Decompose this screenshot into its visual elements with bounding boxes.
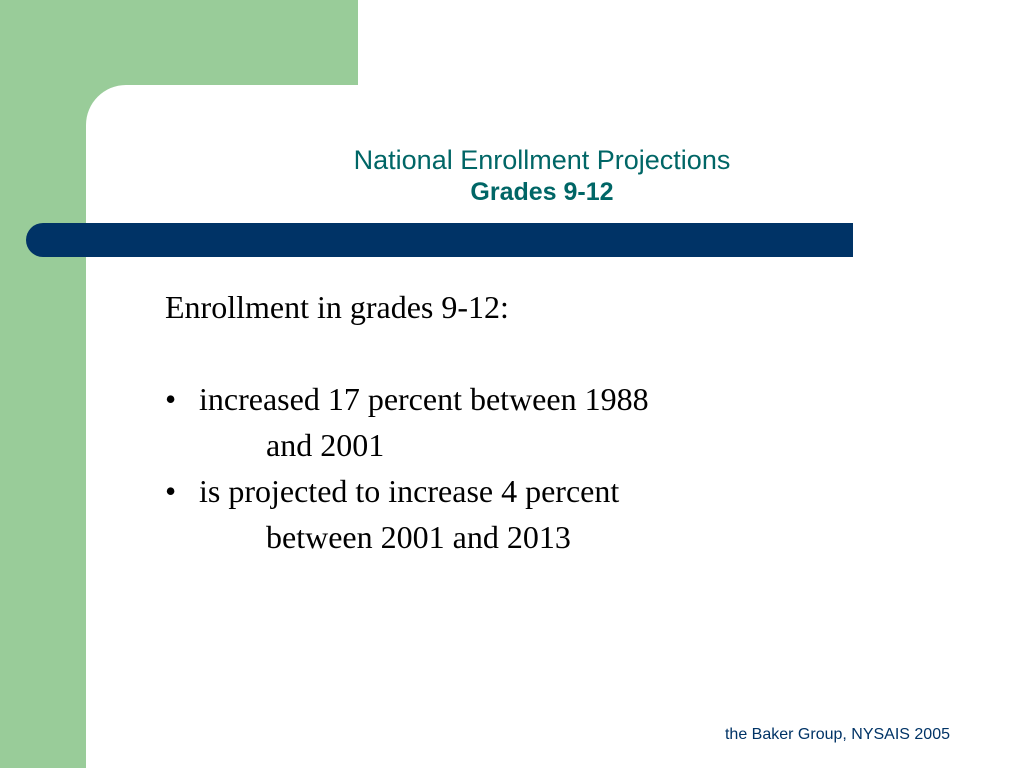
bullet-continuation: and 2001 bbox=[266, 427, 385, 463]
slide-body: Enrollment in grades 9-12: • increased 1… bbox=[165, 284, 865, 560]
slide-title: National Enrollment Projections Grades 9… bbox=[86, 143, 998, 207]
bullet-continuation: between 2001 and 2013 bbox=[266, 519, 571, 555]
bullet-text: is projected to increase 4 percent betwe… bbox=[199, 468, 865, 560]
bullet-icon: • bbox=[165, 381, 177, 417]
bullet-icon: • bbox=[165, 473, 177, 509]
title-divider-bar bbox=[26, 223, 853, 257]
white-content-panel bbox=[86, 85, 1024, 768]
bullet-line: increased 17 percent between 1988 bbox=[199, 381, 649, 417]
body-intro: Enrollment in grades 9-12: bbox=[165, 289, 509, 325]
bullet-text: increased 17 percent between 1988 and 20… bbox=[199, 376, 865, 468]
footer-credit: the Baker Group, NYSAIS 2005 bbox=[724, 726, 950, 743]
title-main: National Enrollment Projections bbox=[353, 145, 731, 175]
title-subtitle: Grades 9-12 bbox=[470, 178, 614, 206]
bullet-item: • increased 17 percent between 1988 and … bbox=[165, 376, 865, 468]
bullet-item: • is projected to increase 4 percent bet… bbox=[165, 468, 865, 560]
bullet-line: is projected to increase 4 percent bbox=[199, 473, 620, 509]
